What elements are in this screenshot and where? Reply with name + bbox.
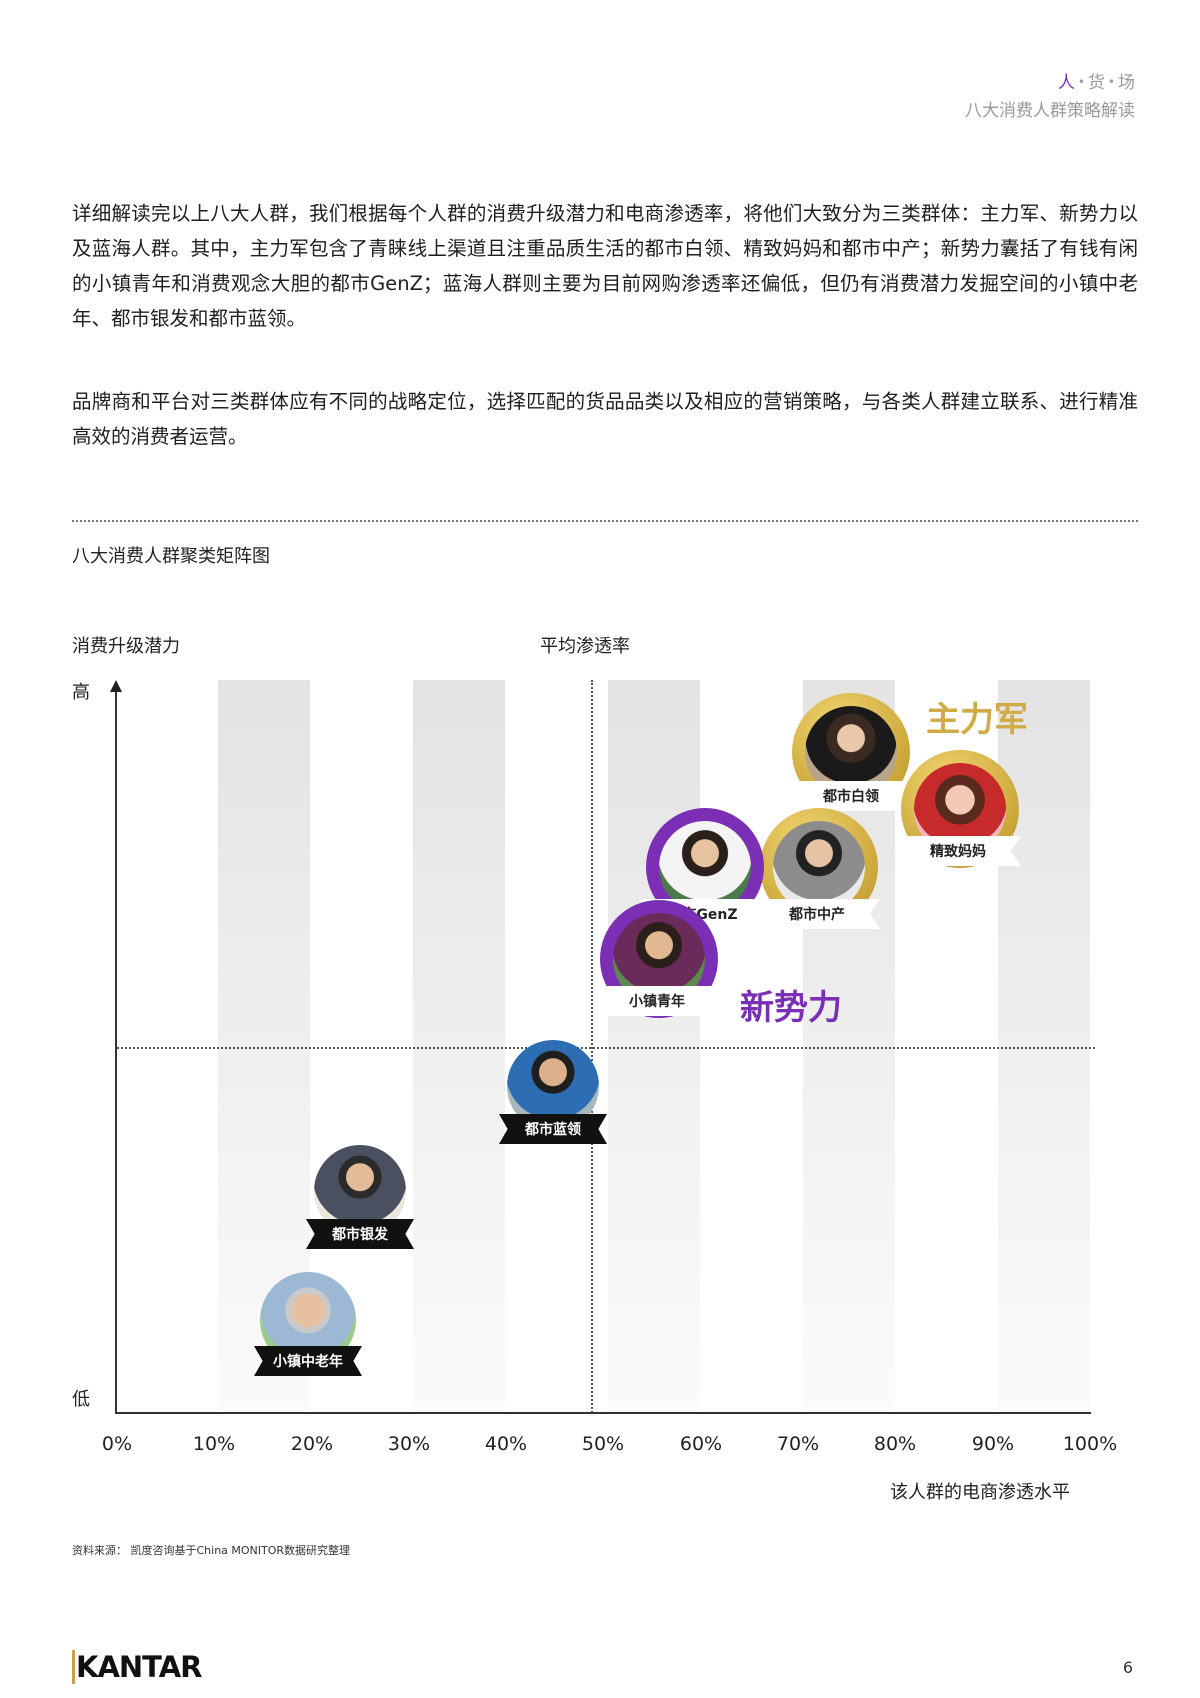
x-tick: 100%: [1062, 1433, 1118, 1455]
section-divider: [72, 520, 1138, 522]
grid-stripe: [608, 680, 700, 1413]
avatar-photo: [773, 821, 865, 913]
crumb-goods: 货: [1087, 73, 1105, 93]
y-axis-label: 消费升级潜力: [72, 636, 180, 657]
logo-text: KANTAR: [76, 1650, 202, 1684]
persona-label: 小镇青年: [594, 986, 720, 1016]
group-label-main-force: 主力军: [926, 700, 1028, 740]
group-label-new-force: 新势力: [740, 988, 842, 1028]
x-axis-label: 该人群的电商渗透水平: [890, 1482, 1070, 1503]
persona-label: 精致妈妈: [895, 836, 1021, 866]
persona-label: 都市蓝领: [499, 1114, 607, 1144]
x-axis: [115, 1412, 1091, 1414]
header-subtitle: 八大消费人群策略解读: [965, 101, 1135, 121]
crumb-sep: •: [1077, 75, 1085, 89]
x-tick: 90%: [971, 1433, 1015, 1455]
y-high-label: 高: [72, 682, 90, 703]
persona-label: 小镇中老年: [254, 1346, 362, 1376]
y-axis-arrow-icon: [110, 680, 122, 692]
strategy-paragraph: 品牌商和平台对三类群体应有不同的战略定位，选择匹配的货品品类以及相应的营销策略，…: [72, 390, 1138, 448]
intro-paragraph: 详细解读完以上八大人群，我们根据每个人群的消费升级潜力和电商渗透率，将他们大致分…: [72, 202, 1138, 330]
page-number: 6: [1122, 1658, 1133, 1677]
section-breadcrumb: 人 • 货 • 场: [965, 68, 1135, 97]
grid-stripe: [413, 680, 505, 1413]
source-note: 资料来源： 凯度咨询基于China MONITOR数据研究整理: [72, 1544, 351, 1557]
x-tick: 60%: [679, 1433, 723, 1455]
page-header: 人 • 货 • 场 八大消费人群策略解读: [965, 68, 1135, 125]
x-tick: 50%: [581, 1433, 625, 1455]
x-tick: 30%: [387, 1433, 431, 1455]
x-tick: 40%: [484, 1433, 528, 1455]
avg-potential-line: [117, 1047, 1095, 1049]
persona-label: 都市白领: [788, 781, 914, 811]
crumb-sep: •: [1107, 75, 1115, 89]
persona-label: 都市中产: [754, 899, 880, 929]
x-tick: 70%: [776, 1433, 820, 1455]
chart-title: 八大消费人群聚类矩阵图: [72, 546, 270, 567]
x-tick: 20%: [290, 1433, 334, 1455]
y-low-label: 低: [72, 1389, 90, 1410]
avg-line-label: 平均渗透率: [540, 636, 630, 657]
crumb-place: 场: [1118, 73, 1135, 93]
y-axis: [115, 690, 117, 1414]
x-tick: 80%: [873, 1433, 917, 1455]
persona-label: 都市银发: [306, 1219, 414, 1249]
avatar-photo: [659, 821, 751, 913]
x-tick: 10%: [192, 1433, 236, 1455]
avg-penetration-line: [591, 680, 593, 1413]
crumb-people: 人: [1057, 73, 1075, 93]
kantar-logo: KANTAR: [72, 1650, 202, 1684]
x-tick: 0%: [101, 1433, 133, 1455]
